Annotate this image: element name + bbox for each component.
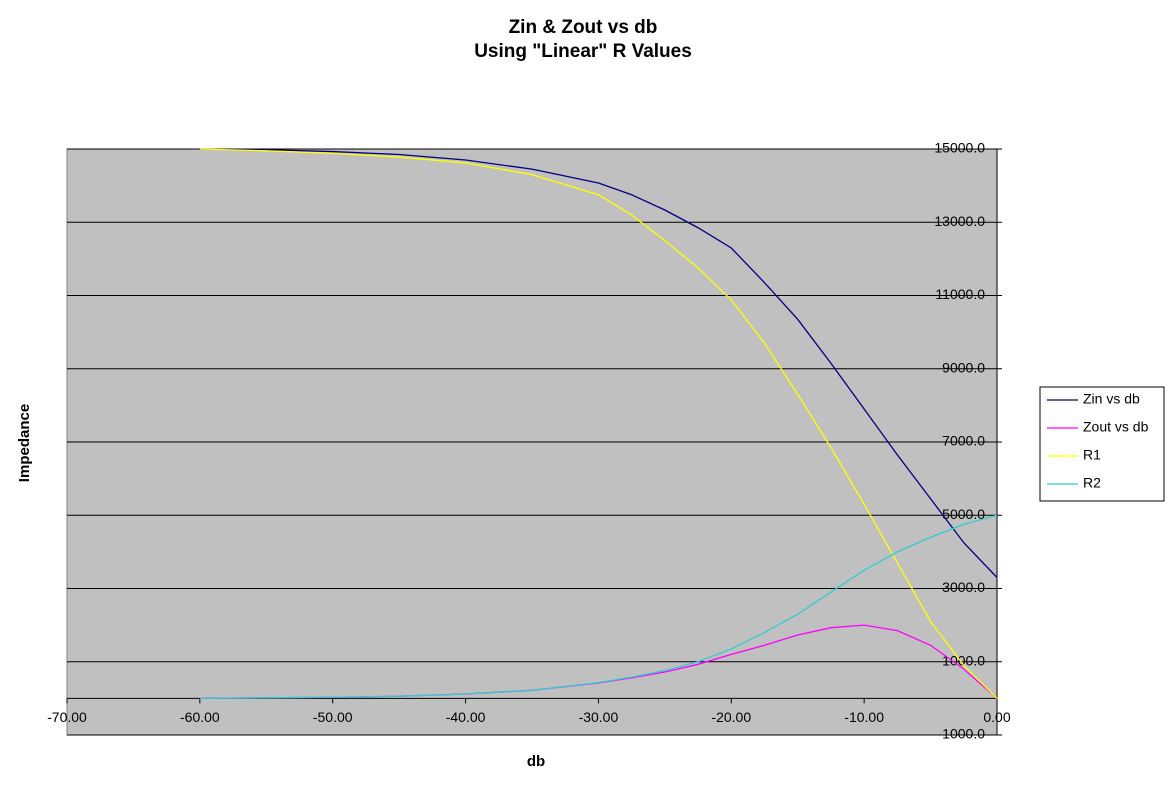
x-tick-label: -30.00 xyxy=(579,709,619,725)
x-tick-label: -60.00 xyxy=(180,709,220,725)
legend-label: Zin vs db xyxy=(1083,391,1140,407)
y-tick-label: 11000.0 xyxy=(935,286,985,302)
x-tick-label: -70.00 xyxy=(47,709,87,725)
series-line xyxy=(199,514,998,700)
y-tick-label: 13000.0 xyxy=(934,213,985,229)
x-tick-label: -50.00 xyxy=(313,709,353,725)
y-tick-label: -1000.0 xyxy=(938,726,986,742)
legend-box xyxy=(1039,386,1165,502)
y-tick-label: 5000.0 xyxy=(942,506,985,522)
series-line xyxy=(199,148,998,699)
legend-label: R1 xyxy=(1083,447,1101,463)
x-axis-title: db xyxy=(527,753,545,770)
y-tick-label: 15000.0 xyxy=(934,140,985,156)
y-tick-label: 9000.0 xyxy=(942,359,985,375)
x-tick-label: -10.00 xyxy=(844,709,884,725)
chart-title: Zin & Zout vs db xyxy=(509,17,658,38)
y-tick-label: 3000.0 xyxy=(942,579,985,595)
series-line xyxy=(199,148,998,578)
legend-label: Zout vs db xyxy=(1083,419,1149,435)
legend-label: R2 xyxy=(1083,475,1101,491)
x-tick-label: -20.00 xyxy=(711,709,751,725)
y-axis-title: Impedance xyxy=(16,404,33,482)
x-tick-label: 0.00 xyxy=(983,709,1010,725)
chart-subtitle: Using "Linear" R Values xyxy=(474,41,692,62)
y-tick-label: 1000.0 xyxy=(942,652,985,668)
x-tick-label: -40.00 xyxy=(446,709,486,725)
y-tick-label: 7000.0 xyxy=(942,433,985,449)
